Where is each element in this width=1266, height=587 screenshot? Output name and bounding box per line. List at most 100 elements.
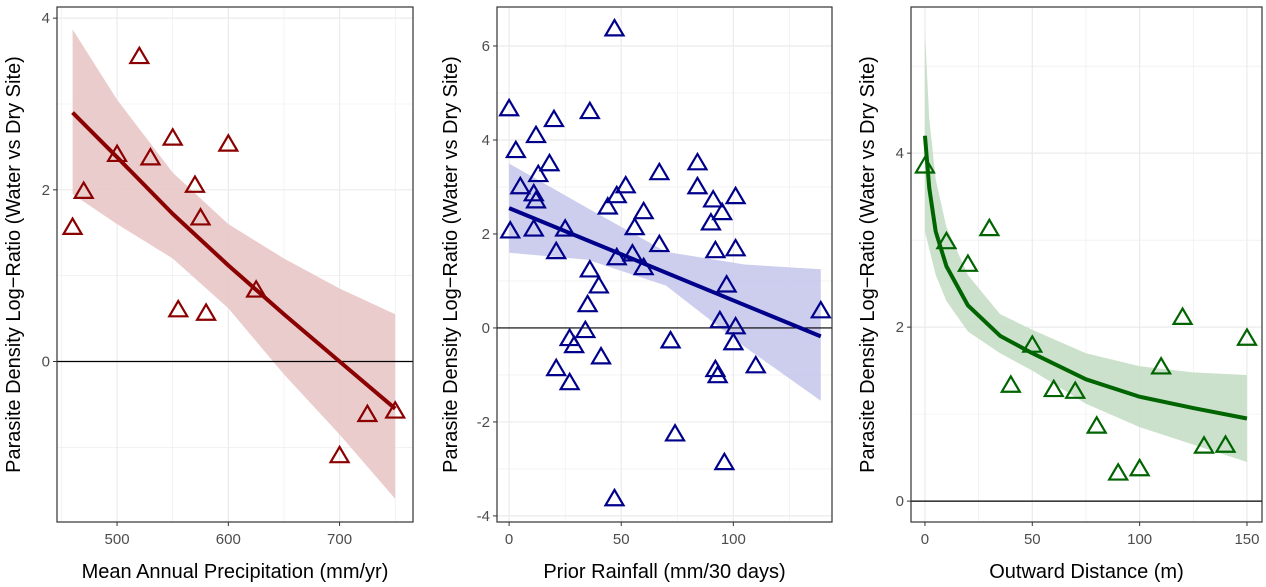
data-point — [328, 444, 351, 464]
y-tick-label: 2 — [896, 319, 904, 336]
data-point — [590, 345, 612, 365]
y-tick-label: 4 — [42, 10, 50, 27]
data-point — [614, 174, 637, 194]
data-point — [664, 422, 686, 442]
x-tick-label: 100 — [721, 531, 746, 548]
data-point — [1193, 435, 1215, 454]
data-point — [128, 45, 151, 65]
x-tick-label: 500 — [105, 531, 130, 548]
data-point — [1085, 415, 1108, 434]
data-point — [706, 364, 729, 384]
data-point — [509, 175, 532, 195]
y-tick-label: 0 — [482, 320, 490, 337]
data-point — [1236, 327, 1258, 346]
data-point — [1150, 355, 1173, 375]
x-tick-label: 100 — [1127, 531, 1152, 548]
x-axis-title: Mean Annual Precipitation (mm/yr) — [82, 561, 389, 583]
data-point — [603, 487, 626, 507]
data-point — [809, 299, 832, 319]
x-tick-label: 0 — [921, 531, 929, 548]
panel-border — [910, 6, 1263, 523]
data-point — [744, 354, 767, 374]
data-point — [1171, 306, 1194, 325]
data-point — [525, 189, 547, 209]
data-point — [245, 279, 268, 298]
data-point — [708, 309, 731, 329]
data-point — [702, 188, 725, 208]
confidence-ribbon — [509, 163, 821, 401]
x-tick-label: 600 — [216, 531, 241, 548]
data-point — [1064, 380, 1087, 399]
data-point — [574, 319, 597, 339]
data-point — [724, 185, 747, 205]
data-point — [356, 403, 379, 423]
data-point — [713, 451, 736, 471]
data-point — [605, 184, 628, 204]
x-tick-label: 700 — [327, 531, 352, 548]
data-point — [704, 358, 727, 378]
data-point — [576, 293, 599, 313]
y-tick-label: 0 — [42, 353, 50, 370]
data-point — [384, 400, 407, 419]
data-point — [686, 151, 709, 171]
data-point — [139, 146, 162, 166]
x-axis-title: Prior Rainfall (mm/30 days) — [543, 561, 785, 583]
data-point — [72, 180, 95, 199]
data-point — [545, 357, 568, 377]
data-point — [545, 240, 568, 260]
data-point — [522, 182, 545, 202]
x-tick-label: 50 — [1024, 531, 1041, 548]
data-point — [195, 302, 217, 321]
y-axis-title: Parasite Density Log−Ratio (Water vs Dry… — [440, 56, 462, 473]
data-point — [167, 298, 190, 318]
y-tick-label: 6 — [482, 38, 490, 55]
data-point — [527, 163, 550, 183]
data-point — [914, 155, 936, 174]
y-tick-label: 2 — [42, 182, 50, 199]
data-point — [659, 329, 682, 349]
data-point — [724, 237, 747, 257]
data-point — [578, 100, 601, 120]
data-point — [1128, 457, 1151, 477]
fit-line — [508, 206, 822, 339]
data-point — [504, 139, 527, 159]
panel-2: 0 50 100 -4 -2 0 2 4 6 Prior Rainfall (mm/30 days… — [440, 6, 833, 583]
data-point — [578, 258, 601, 278]
data-point — [1107, 462, 1130, 481]
data-point — [543, 108, 565, 128]
data-point — [648, 233, 671, 253]
data-point — [724, 315, 747, 335]
data-point — [563, 334, 586, 354]
data-point — [61, 216, 84, 235]
data-point — [558, 371, 581, 391]
y-axis-title: Parasite Density Log−Ratio (Water vs Dry… — [3, 56, 25, 473]
data-point — [161, 127, 184, 146]
panel-border — [56, 6, 414, 523]
data-point — [715, 274, 738, 293]
data-point — [704, 239, 727, 259]
data-point — [999, 374, 1022, 393]
y-tick-label: -2 — [477, 414, 490, 431]
x-tick-label: 150 — [1234, 531, 1259, 548]
data-point — [596, 196, 619, 215]
data-point — [525, 124, 547, 144]
data-point — [184, 174, 206, 193]
fit-line — [71, 111, 397, 411]
data-point — [722, 331, 745, 351]
data-point — [605, 246, 628, 266]
data-point — [522, 218, 545, 237]
y-axis-title: Parasite Density Log−Ratio (Water vs Dry… — [857, 56, 879, 473]
data-point — [699, 211, 722, 231]
data-point — [498, 97, 521, 117]
data-point — [1214, 434, 1237, 453]
data-point — [711, 201, 734, 221]
data-point — [632, 200, 655, 220]
data-point — [603, 17, 626, 37]
x-tick-label: 0 — [505, 531, 513, 548]
x-tick-label: 50 — [613, 531, 630, 548]
data-point — [1042, 378, 1065, 398]
confidence-ribbon — [924, 31, 1247, 462]
panel-border — [496, 6, 833, 523]
data-point — [189, 206, 212, 226]
panel-1: 500 600 700 0 2 4 Mean Annual Precipitation (m… — [3, 6, 414, 583]
